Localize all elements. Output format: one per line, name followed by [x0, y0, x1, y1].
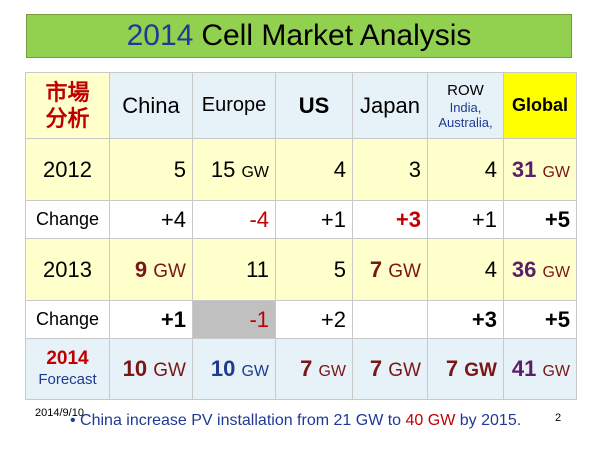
cell-row: 4 [427, 238, 504, 301]
cell-global: 36 GW [503, 238, 577, 301]
row-label: Change [25, 200, 110, 239]
row-label-forecast: 2014 Forecast [25, 338, 110, 400]
cell-global: 31 GW [503, 138, 577, 201]
cell-us: +1 [275, 200, 353, 239]
market-table: 市場 分析 China Europe US Japan ROW India, A… [25, 72, 577, 400]
col-row: ROW India, Australia, [427, 72, 504, 139]
col-us: US [275, 72, 353, 139]
slide-date: 2014/9/10 [35, 407, 84, 419]
cell-japan: +3 [352, 200, 428, 239]
footnote-part1: China increase PV installation from 21 G… [80, 412, 406, 429]
cell-china: +4 [109, 200, 193, 239]
cell-japan: 3 [352, 138, 428, 201]
cell-global: +5 [503, 300, 577, 339]
col-europe: Europe [192, 72, 276, 139]
col-global: Global [503, 72, 577, 139]
cell-china: 9 GW [109, 238, 193, 301]
cell-row: +1 [427, 200, 504, 239]
cell-china: 5 [109, 138, 193, 201]
col-row-sub1: India, [449, 99, 482, 115]
forecast-year: 2014 [46, 348, 89, 369]
cell-japan [352, 300, 428, 339]
cell-row: 7 GW [427, 338, 504, 400]
cell-us: 7 GW [275, 338, 353, 400]
page-title: 2014 Cell Market Analysis [127, 19, 472, 53]
header-row: 市場 分析 China Europe US Japan ROW India, A… [25, 72, 577, 139]
row-label: Change [25, 300, 110, 339]
corner-line1: 市場 [45, 79, 90, 106]
cell-europe: -4 [192, 200, 276, 239]
corner-line2: 分析 [45, 105, 90, 132]
col-row-sub2: Australia, [438, 114, 493, 130]
page-number: 2 [555, 412, 562, 424]
cell-global: +5 [503, 200, 577, 239]
cell-japan: 7 GW [352, 338, 428, 400]
cell-row: +3 [427, 300, 504, 339]
footnote: • China increase PV installation from 21… [70, 412, 522, 429]
cell-us: 5 [275, 238, 353, 301]
cell-china: +1 [109, 300, 193, 339]
corner-label: 市場 分析 [25, 72, 110, 139]
footnote-part2: by 2015. [455, 412, 522, 429]
col-china: China [109, 72, 193, 139]
cell-europe: 11 [192, 238, 276, 301]
col-row-title: ROW [447, 81, 484, 99]
row-change-2: Change +1 -1 +2 +3 +5 [25, 300, 577, 339]
forecast-sub: Forecast [38, 371, 97, 388]
row-label: 2013 [25, 238, 110, 301]
cell-europe: -1 [192, 300, 276, 339]
row-2012: 2012 5 15 GW 4 3 4 31 GW [25, 138, 577, 201]
cell-japan: 7 GW [352, 238, 428, 301]
row-2013: 2013 9 GW 11 5 7 GW 4 36 GW [25, 238, 577, 301]
row-change-1: Change +4 -4 +1 +3 +1 +5 [25, 200, 577, 239]
cell-china: 10 GW [109, 338, 193, 400]
row-forecast: 2014 Forecast 10 GW 10 GW 7 GW 7 GW 7 GW… [25, 338, 577, 400]
title-year: 2014 [126, 19, 194, 52]
cell-us: +2 [275, 300, 353, 339]
cell-us: 4 [275, 138, 353, 201]
cell-europe: 10 GW [192, 338, 276, 400]
title-text: Cell Market Analysis [201, 19, 472, 52]
cell-global: 41 GW [503, 338, 577, 400]
row-label: 2012 [25, 138, 110, 201]
footnote-highlight: 40 GW [405, 412, 456, 429]
col-japan: Japan [352, 72, 428, 139]
title-banner: 2014 Cell Market Analysis [26, 14, 572, 58]
cell-row: 4 [427, 138, 504, 201]
cell-europe: 15 GW [192, 138, 276, 201]
